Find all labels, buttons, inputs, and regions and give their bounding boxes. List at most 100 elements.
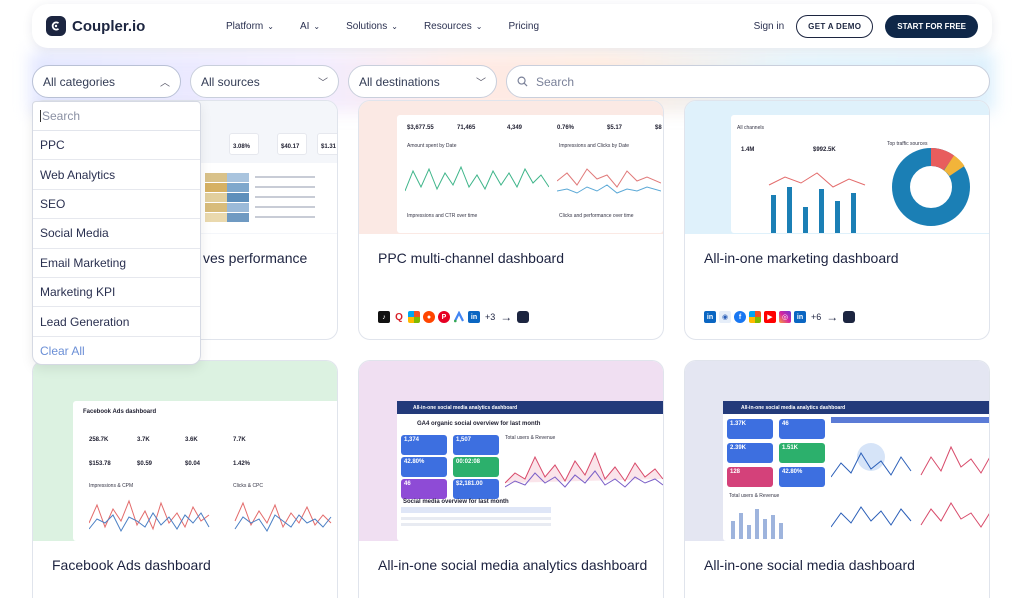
- menu-pricing[interactable]: Pricing: [508, 21, 539, 32]
- main-menu: Platform ⌄ AI ⌄ Solutions ⌄ Resources ⌄ Pric…: [226, 21, 539, 32]
- chart-title: Impressions and CTR over time: [407, 213, 478, 219]
- kpi-value: 46: [404, 481, 411, 487]
- chart-title: Social media overview for last month: [403, 499, 509, 505]
- template-card-ppc-multi-channel[interactable]: $3,677.55 71,465 4,349 0.76% $5.17 $8 Am…: [358, 100, 664, 340]
- menu-solutions[interactable]: Solutions ⌄: [346, 21, 398, 32]
- chevron-down-icon: ⌄: [475, 21, 483, 31]
- template-card-all-in-one-social-media-analytics[interactable]: All-in-one social media analytics dashbo…: [358, 360, 664, 598]
- donut-chart: [892, 148, 970, 226]
- kpi-value: 1.4M: [741, 147, 755, 153]
- category-option-seo[interactable]: SEO: [33, 190, 200, 220]
- kpi-value: 71,465: [457, 125, 476, 131]
- menu-solutions-label: Solutions: [346, 20, 388, 32]
- kpi-tile: 42.80%: [779, 467, 825, 487]
- category-option-lead-generation[interactable]: Lead Generation: [33, 307, 200, 337]
- search-input[interactable]: Search: [506, 65, 990, 98]
- bar-chart: [768, 172, 866, 233]
- kpi-value: $0.59: [137, 461, 153, 467]
- kpi-value: 128: [730, 469, 741, 475]
- kpi-tile: 46: [779, 419, 825, 439]
- template-card-all-in-one-marketing[interactable]: All channels 1.4M $992.5K Top traffic so…: [684, 100, 990, 340]
- coupler-destination-icon: [517, 311, 530, 323]
- kpi-value: 3.7K: [137, 437, 150, 443]
- chart-title: Impressions and Clicks by Date: [559, 143, 630, 149]
- kpi-value: $40.17: [281, 144, 300, 150]
- template-card-all-in-one-social-media[interactable]: All-in-one social media analytics dashbo…: [684, 360, 990, 598]
- category-option-web-analytics[interactable]: Web Analytics: [33, 160, 200, 190]
- card-thumbnail: All-in-one social media analytics dashbo…: [359, 361, 663, 541]
- kpi-value: 00:02:08: [456, 459, 481, 465]
- facebook-icon: f: [734, 311, 746, 323]
- line-chart: [557, 168, 661, 194]
- kpi-value: 2.39K: [730, 445, 747, 451]
- logo-text: Coupler.io: [72, 17, 146, 35]
- card-title: All-in-one marketing dashboard: [704, 250, 899, 266]
- dashboard-header: All-in-one social media analytics dashbo…: [741, 405, 846, 411]
- sign-in-link[interactable]: Sign in: [753, 20, 785, 32]
- kpi-tile: $2,181.00: [453, 479, 499, 499]
- categories-filter[interactable]: All categories ︿: [32, 65, 181, 98]
- kpi-tile: 42.80%: [401, 457, 447, 477]
- dashboard-subheader: GA4 organic social overview for last mon…: [417, 421, 541, 427]
- kpi-value: $3,677.55: [407, 125, 434, 131]
- kpi-value: 0.76%: [557, 125, 575, 131]
- sources-filter-value: All sources: [201, 74, 260, 89]
- linkedin-icon: in: [704, 311, 716, 323]
- get-a-demo-button[interactable]: GET A DEMO: [796, 14, 874, 38]
- start-for-free-button[interactable]: START FOR FREE: [885, 14, 978, 38]
- card-title: ves performance: [203, 250, 308, 266]
- category-option-social-media[interactable]: Social Media: [33, 219, 200, 249]
- card-thumbnail: Facebook Ads dashboard 258.7K 3.7K 3.6K …: [33, 361, 337, 541]
- kpi-tile: 128: [727, 467, 773, 487]
- microsoft-ads-icon: [749, 311, 761, 323]
- chevron-down-icon: ⌄: [267, 21, 274, 31]
- kpi-tile: 1.51K: [779, 443, 825, 463]
- chevron-down-icon: ﹀: [476, 78, 486, 89]
- kpi-value: $153.78: [89, 461, 111, 467]
- menu-platform[interactable]: Platform ⌄: [226, 21, 274, 32]
- kpi-value: 42.80%: [782, 469, 803, 475]
- menu-ai[interactable]: AI ⌄: [300, 21, 320, 32]
- category-option-email-marketing[interactable]: Email Marketing: [33, 249, 200, 278]
- dashboard-header-bar: [723, 401, 989, 414]
- category-option-ppc[interactable]: PPC: [33, 131, 200, 161]
- clear-all-button[interactable]: Clear All: [40, 344, 85, 359]
- chart-title: Clicks and performance over time: [559, 213, 634, 219]
- search-console-icon: ◉: [719, 311, 731, 323]
- kpi-tile: 1,507: [453, 435, 499, 455]
- menu-resources-label: Resources: [423, 20, 472, 32]
- categories-dropdown: Search PPC Web Analytics SEO Social Medi…: [32, 101, 201, 365]
- dropdown-search-input[interactable]: Search: [33, 102, 200, 131]
- kpi-value: 258.7K: [89, 437, 109, 443]
- chart-title: All channels: [737, 125, 764, 131]
- category-option-marketing-kpi[interactable]: Marketing KPI: [33, 278, 200, 308]
- extra-sources-count: +3: [485, 312, 496, 322]
- menu-resources[interactable]: Resources ⌄: [424, 21, 483, 32]
- card-thumbnail: All-in-one social media analytics dashbo…: [685, 361, 989, 541]
- card-thumbnail: $3,677.55 71,465 4,349 0.76% $5.17 $8 Am…: [359, 101, 663, 234]
- quora-icon: Q: [393, 311, 405, 323]
- card-title: PPC multi-channel dashboard: [378, 250, 564, 266]
- kpi-value: $8: [655, 125, 662, 131]
- kpi-value: 7.7K: [233, 437, 246, 443]
- menu-platform-label: Platform: [226, 20, 264, 32]
- logo[interactable]: Coupler.io: [46, 16, 196, 36]
- kpi-value: 4,349: [507, 125, 523, 131]
- kpi-value: 1.42%: [233, 461, 251, 467]
- reddit-icon: ●: [423, 311, 435, 323]
- search-icon: [517, 76, 528, 87]
- sources-filter[interactable]: All sources ﹀: [190, 65, 339, 98]
- text-cursor: [40, 110, 41, 122]
- template-card-facebook-ads[interactable]: Facebook Ads dashboard 258.7K 3.7K 3.6K …: [32, 360, 338, 598]
- kpi-value: 1.51K: [782, 445, 799, 451]
- line-chart: [405, 165, 549, 192]
- card-title: All-in-one social media dashboard: [704, 557, 915, 573]
- kpi-tile: 00:02:08: [453, 457, 499, 477]
- chart-title: Impressions & CPM: [89, 483, 134, 489]
- destinations-filter[interactable]: All destinations ﹀: [348, 65, 497, 98]
- kpi-value: 1,507: [456, 437, 472, 443]
- linkedin-icon: in: [794, 311, 806, 323]
- source-icons: in ◉ f ▶ ◎ in +6 →: [704, 310, 856, 324]
- kpi-value: $5.17: [607, 125, 623, 131]
- source-icons: ♪ Q ● P in +3 →: [378, 310, 530, 324]
